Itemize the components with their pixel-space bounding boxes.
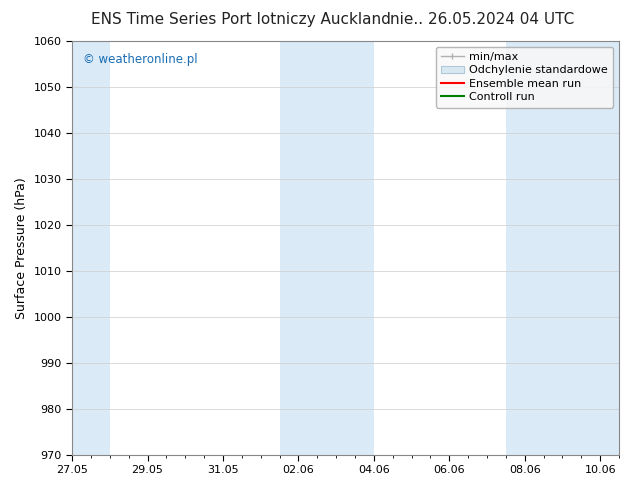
Legend: min/max, Odchylenie standardowe, Ensemble mean run, Controll run: min/max, Odchylenie standardowe, Ensembl… — [436, 47, 614, 108]
Text: nie.. 26.05.2024 04 UTC: nie.. 26.05.2024 04 UTC — [390, 12, 574, 27]
Y-axis label: Surface Pressure (hPa): Surface Pressure (hPa) — [15, 177, 28, 318]
Bar — [280, 41, 374, 455]
Text: © weatheronline.pl: © weatheronline.pl — [83, 53, 198, 67]
Text: ENS Time Series Port lotniczy Auckland: ENS Time Series Port lotniczy Auckland — [91, 12, 391, 27]
Bar — [506, 41, 619, 455]
Bar — [72, 41, 110, 455]
